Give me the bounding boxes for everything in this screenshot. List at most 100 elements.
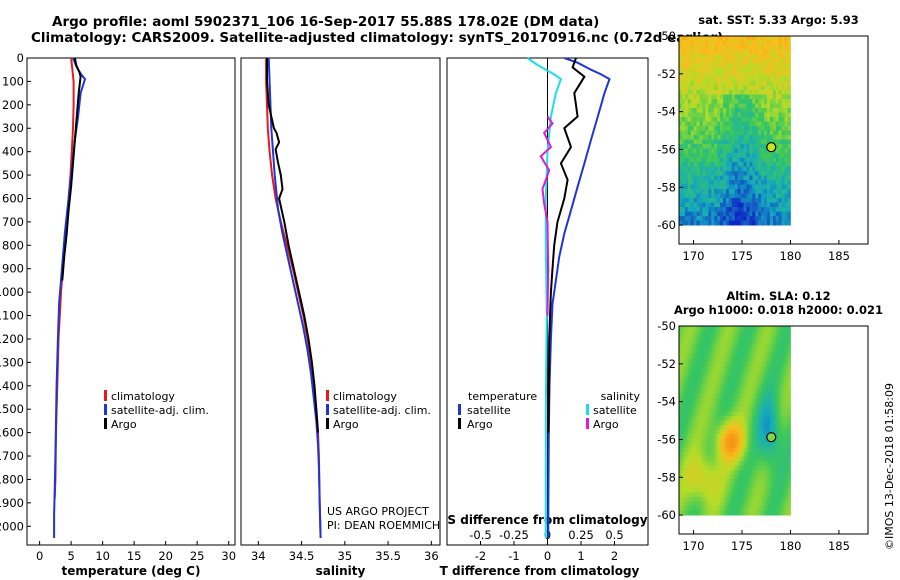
map-cell [696,193,700,199]
map-cell [767,510,771,516]
map-cell [758,429,762,435]
map-cell [699,40,703,46]
map-cell [784,398,788,403]
map-cell [714,420,718,426]
map-cell [728,465,733,471]
map-cell [755,135,759,140]
map-cell [787,362,791,367]
map-cell [717,94,721,100]
map-cell [764,434,768,439]
map-cell [755,497,759,502]
map-cell [767,389,771,394]
map-cell [775,36,780,41]
map-cell [787,393,791,399]
map-cell [679,148,683,154]
map-cell [781,67,785,73]
map-cell [778,420,783,426]
map-cell [687,411,692,417]
map-cell [714,384,718,390]
map-cell [737,465,741,471]
map-cell [711,357,715,363]
map-cell [687,94,692,100]
map-cell [708,166,712,172]
map-cell [758,438,762,444]
map-cell [687,492,692,498]
map-cell [778,452,783,457]
map-cell [769,211,774,217]
map-cell [696,483,700,489]
map-cell [720,171,724,176]
map-cell [723,63,727,68]
map-cell [699,389,703,394]
map-cell [711,362,715,367]
map-cell [743,49,747,55]
map-cell [681,139,686,145]
map-cell [781,326,785,331]
map-cell [734,121,739,127]
map-cell [769,474,774,480]
map-cell [775,416,780,421]
map-cell [734,362,739,367]
map-cell [714,112,718,118]
map-cell [755,474,759,480]
map-cell [693,103,697,109]
map-cell [708,202,712,208]
map-cell [772,488,777,493]
map-cell [775,371,780,376]
series-line-argo [266,58,319,433]
map-cell [752,506,756,511]
map-cell [711,398,715,403]
map-cell [764,139,768,145]
map-cell [717,144,721,149]
map-cell [743,58,747,64]
map-cell [769,479,774,484]
map-cell [787,411,791,417]
map-cell [781,157,785,163]
map-cell [705,76,709,82]
map-cell [684,402,689,408]
map-cell [725,434,730,439]
map-cell [755,371,759,376]
map-cell [755,180,759,185]
y-tick-label: 500 [2,168,24,182]
map-cell [699,344,703,349]
map-cell [705,117,709,122]
map-cell [778,434,783,439]
map-cell [778,202,783,208]
map-cell [731,162,736,167]
map-cell [743,398,747,403]
map-cell [749,175,753,181]
map-cell [679,49,683,55]
map-cell [778,189,783,194]
map-cell [684,339,689,345]
map-cell [755,366,759,372]
map-cell [693,121,697,127]
map-cell [784,380,788,385]
map-cell [690,198,695,203]
map-cell [720,162,724,167]
map-cell [761,483,765,489]
map-cell [699,63,703,68]
map-cell [687,425,692,430]
map-cell [769,85,774,91]
map-cell [717,153,721,158]
map-cell [769,353,774,358]
map-cell [687,483,692,489]
map-cell [705,54,709,59]
map-cell [714,492,718,498]
map-cell [737,425,741,430]
map-cell [711,130,715,136]
map-cell [740,211,744,217]
map-cell [743,366,747,372]
map-cell [778,492,783,498]
map-cell [764,339,768,345]
map-cell [761,40,765,46]
map-cell [752,452,756,457]
map-cell [711,162,715,167]
map-cell [711,429,715,435]
map-cell [787,326,791,331]
map-cell [749,398,753,403]
map-cell [696,63,700,68]
map-cell [737,148,741,154]
map-cell [784,139,788,145]
